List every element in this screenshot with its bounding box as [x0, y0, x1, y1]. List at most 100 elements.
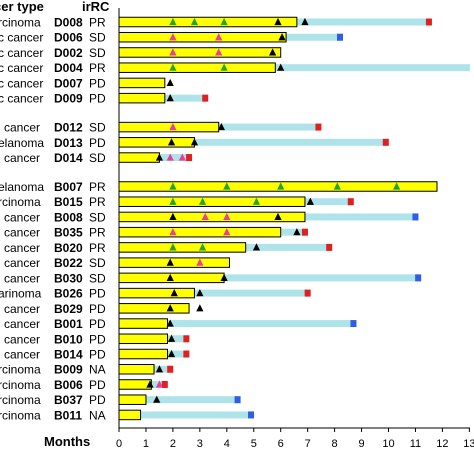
row-cancer-label: arinoma — [0, 287, 42, 301]
marker-triangle-green — [169, 243, 177, 251]
row-cancer-label: c cancer — [0, 76, 43, 90]
end-marker-red — [326, 243, 333, 251]
followup-bar — [154, 365, 171, 373]
row-irrc-label: PR — [89, 16, 106, 30]
row-patient-id: B020 — [54, 241, 83, 255]
end-marker-red — [186, 154, 193, 162]
followup-bar — [218, 123, 319, 131]
row-patient-id: B009 — [54, 363, 83, 377]
treatment-bar — [118, 363, 155, 375]
row-cancer-label: l cancer — [0, 151, 40, 165]
end-marker-red — [161, 380, 168, 388]
followup-bar — [304, 213, 416, 221]
marker-triangle-pink — [178, 153, 186, 161]
marker-triangle-black — [166, 78, 174, 87]
end-marker-blue — [234, 396, 241, 404]
row-patient-id: D006 — [54, 31, 83, 45]
marker-triangle-pink — [196, 258, 204, 266]
marker-triangle-black — [301, 17, 309, 26]
marker-triangle-green — [333, 182, 341, 190]
followup-bar — [280, 228, 305, 236]
end-marker-blue — [412, 213, 419, 221]
row-irrc-label: PR — [89, 226, 106, 240]
marker-triangle-black — [153, 395, 161, 403]
treatment-bar — [118, 16, 298, 28]
marker-triangle-black — [166, 273, 174, 281]
x-axis-label: Months — [44, 434, 90, 449]
row-cancer-label: l cancer — [0, 317, 40, 331]
x-tick-label: 8 — [332, 438, 338, 450]
end-marker-blue — [248, 411, 255, 419]
marker-triangle-black — [166, 304, 174, 312]
x-tick-label: 9 — [358, 438, 364, 450]
followup-bar — [245, 243, 330, 251]
treatment-bar — [118, 31, 287, 43]
x-tick-label: 10 — [382, 438, 394, 450]
marker-triangle-pink — [215, 48, 223, 56]
end-marker-blue — [415, 274, 422, 282]
row-cancer-label: c cancer — [0, 61, 43, 75]
row-cancer-label: rcinoma — [0, 16, 41, 30]
row-irrc-label: PD — [89, 302, 106, 316]
x-tick-label: 1 — [143, 438, 149, 450]
marker-triangle-black — [166, 94, 174, 102]
marker-triangle-black — [274, 17, 282, 26]
row-cancer-label: l cancer — [0, 348, 40, 362]
treatment-bar — [118, 318, 169, 329]
marker-triangle-black — [146, 380, 154, 388]
row-irrc-label: SD — [89, 210, 106, 224]
row-patient-id: B008 — [54, 210, 83, 224]
marker-triangle-black — [166, 319, 174, 327]
end-marker-red — [183, 335, 190, 343]
followup-bar — [164, 94, 206, 102]
row-irrc-label: PR — [89, 61, 106, 75]
marker-triangle-green — [169, 17, 177, 26]
row-irrc-label: PD — [89, 317, 106, 331]
row-irrc-label: SD — [89, 46, 106, 60]
marker-triangle-black — [167, 349, 176, 358]
treatment-bar — [118, 137, 195, 148]
row-patient-id: D009 — [54, 92, 83, 106]
header-irrc: irRC — [82, 0, 110, 14]
treatment-bar — [118, 181, 438, 192]
row-patient-id: B014 — [54, 348, 83, 362]
marker-triangle-pink — [169, 48, 177, 56]
end-marker-blue — [350, 320, 357, 328]
row-patient-id: D012 — [54, 121, 83, 135]
row-patient-id: B037 — [54, 393, 83, 407]
marker-triangle-black — [196, 304, 204, 312]
marker-triangle-pink — [169, 228, 177, 236]
x-tick-label: 13 — [463, 438, 474, 450]
marker-triangle-green — [169, 63, 177, 71]
row-cancer-label: l cancer — [0, 302, 40, 316]
end-marker-red — [315, 123, 322, 131]
marker-triangle-pink — [215, 33, 223, 41]
row-cancer-label: elanoma — [0, 180, 44, 194]
x-tick-label: 6 — [278, 438, 284, 450]
row-irrc-label: NA — [89, 363, 106, 377]
marker-triangle-black — [155, 153, 164, 161]
treatment-bar — [118, 121, 220, 133]
row-cancer-label: rcinoma — [0, 363, 41, 377]
row-cancer-label: l cancer — [0, 226, 40, 240]
marker-triangle-black — [167, 138, 176, 146]
row-irrc-label: SD — [89, 31, 106, 45]
x-tick-label: 2 — [170, 438, 176, 450]
row-irrc-label: PR — [89, 195, 106, 209]
row-patient-id: D014 — [54, 151, 83, 165]
followup-bar — [145, 396, 238, 404]
marker-triangle-black — [166, 258, 174, 266]
marker-triangle-black — [220, 273, 228, 281]
row-irrc-label: PD — [89, 378, 106, 392]
followup-bar — [167, 320, 354, 328]
row-cancer-label: rcinoma — [0, 378, 41, 392]
row-patient-id: B011 — [54, 408, 82, 422]
row-irrc-label: PD — [89, 136, 106, 150]
row-irrc-label: PD — [89, 393, 106, 407]
row-irrc-label: PR — [89, 180, 106, 194]
row-patient-id: B030 — [54, 271, 83, 285]
row-patient-id: B035 — [54, 226, 83, 240]
row-irrc-label: PD — [89, 287, 106, 301]
